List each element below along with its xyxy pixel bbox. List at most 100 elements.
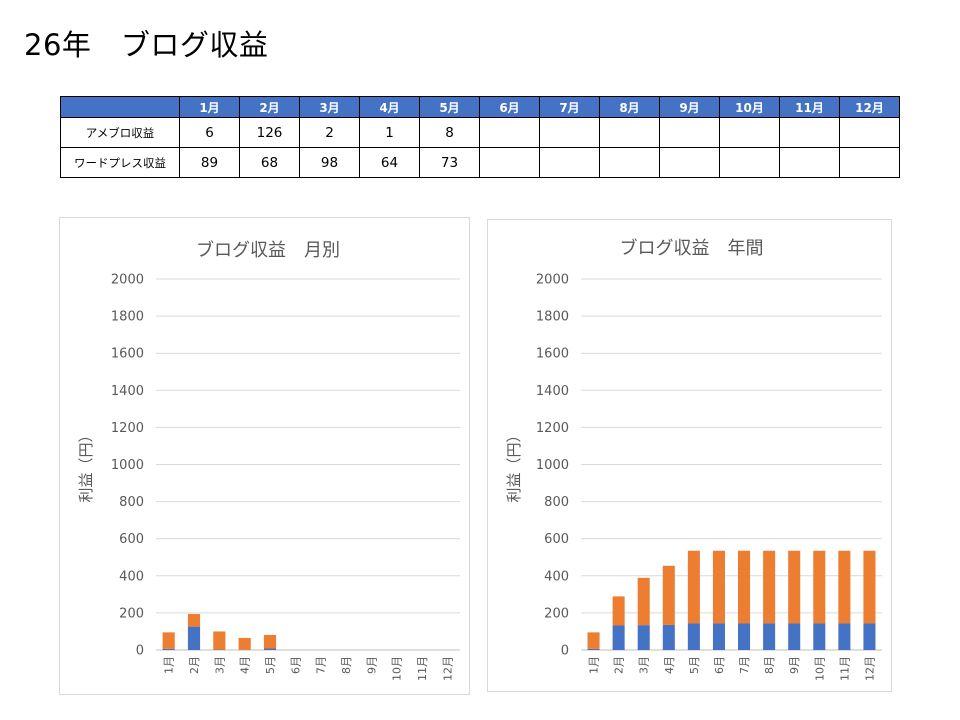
x-tick-label: 3月 [213, 656, 226, 674]
y-tick-label: 800 [544, 495, 569, 510]
table-corner-cell [60, 96, 180, 118]
column-header: 2月 [239, 96, 300, 118]
y-tick-label: 1000 [536, 458, 569, 473]
bar-segment [712, 550, 725, 624]
bar-segment [162, 648, 175, 650]
table-cell [839, 147, 900, 178]
table-cell: 8 [419, 117, 480, 148]
column-header: 7月 [539, 96, 600, 118]
column-header: 4月 [359, 96, 420, 118]
monthly-chart-panel: ブログ収益 月別 利益（円） 0 200 400 600 800 1000 1200 1400 16… [59, 217, 470, 695]
bar-segment [838, 550, 851, 624]
revenue-table: 1月 2月 3月 4月 5月 6月 7月 8月 9月 10月 11月 12月 ア… [60, 96, 900, 178]
table-cell: 89 [179, 147, 240, 178]
table-cell [659, 117, 720, 148]
table-cell: 2 [299, 117, 360, 148]
row-label: ワードプレス収益 [60, 147, 180, 178]
bar-segment [738, 623, 751, 650]
bar-segment [687, 623, 700, 650]
table-row: ワードプレス収益 89 68 98 64 73 [60, 147, 900, 178]
x-tick-label: 7月 [315, 656, 328, 674]
y-tick-label: 1200 [536, 421, 569, 436]
x-tick-label: 7月 [738, 656, 751, 674]
x-tick-label: 5月 [264, 656, 277, 674]
y-tick-label: 200 [119, 606, 144, 621]
x-tick-label: 3月 [638, 656, 651, 674]
table-header-row: 1月 2月 3月 4月 5月 6月 7月 8月 9月 10月 11月 12月 [60, 96, 900, 118]
bar-segment [763, 623, 776, 650]
y-tick-label: 1800 [536, 310, 569, 325]
column-header: 1月 [179, 96, 240, 118]
y-tick-label: 1600 [536, 347, 569, 362]
x-tick-label: 12月 [441, 656, 454, 681]
annual-chart-panel: ブログ収益 年間 利益（円） 0 200 400 600 800 1000 1200 1400 16… [487, 219, 892, 692]
table-cell [539, 117, 600, 148]
y-tick-label: 1400 [536, 384, 569, 399]
bar-segment [612, 625, 625, 650]
table-cell: 6 [179, 117, 240, 148]
y-tick-label: 0 [136, 644, 144, 659]
x-tick-label: 1月 [163, 656, 176, 674]
table-cell: 98 [299, 147, 360, 178]
x-tick-label: 6月 [713, 656, 726, 674]
table-cell: 1 [359, 117, 420, 148]
column-header: 11月 [779, 96, 840, 118]
table-cell [479, 147, 540, 178]
x-tick-label: 11月 [838, 656, 851, 681]
y-tick-label: 1200 [111, 421, 144, 436]
table-cell [599, 117, 660, 148]
bar-segment [738, 550, 751, 624]
bar-segment [662, 624, 675, 650]
bar-segment [187, 614, 201, 627]
y-tick-label: 1600 [111, 347, 144, 362]
bar-segment [863, 623, 876, 650]
table-cell [719, 117, 780, 148]
bar-segment [863, 550, 876, 624]
x-tick-label: 5月 [688, 656, 701, 674]
table-cell: 73 [419, 147, 480, 178]
y-axis-label: 利益（円） [77, 427, 95, 502]
column-header: 8月 [599, 96, 660, 118]
table-cell: 64 [359, 147, 420, 178]
y-tick-label: 200 [544, 606, 569, 621]
y-tick-label: 400 [544, 569, 569, 584]
table-cell: 68 [239, 147, 300, 178]
table-cell [779, 117, 840, 148]
chart-title: ブログ収益 月別 [196, 239, 340, 261]
y-tick-label: 2000 [536, 273, 569, 288]
y-tick-label: 0 [561, 644, 569, 659]
x-tick-label: 10月 [391, 656, 404, 681]
chart-title: ブログ収益 年間 [620, 237, 764, 259]
x-tick-label: 2月 [613, 656, 626, 674]
x-tick-label: 8月 [763, 656, 776, 674]
bar-segment [637, 577, 650, 626]
y-tick-label: 800 [119, 495, 144, 510]
x-tick-label: 12月 [863, 656, 876, 681]
x-tick-label: 4月 [663, 656, 676, 674]
column-header: 3月 [299, 96, 360, 118]
x-tick-label: 6月 [289, 656, 302, 674]
row-label: アメブロ収益 [60, 117, 180, 148]
y-tick-label: 600 [544, 532, 569, 547]
bar-segment [162, 632, 175, 649]
bar-segment [612, 596, 625, 626]
column-header: 10月 [719, 96, 780, 118]
y-tick-label: 1800 [111, 310, 144, 325]
bar-segment [712, 623, 725, 650]
table-cell [719, 147, 780, 178]
bar-segment [788, 623, 801, 650]
y-tick-label: 1000 [111, 458, 144, 473]
bar-segment [263, 648, 277, 650]
bar-segment [813, 623, 826, 650]
page-title: 26年 ブログ収益 [24, 28, 269, 62]
x-tick-label: 10月 [813, 656, 826, 681]
column-header: 6月 [479, 96, 540, 118]
y-tick-label: 2000 [111, 273, 144, 288]
table-cell [479, 117, 540, 148]
x-tick-label: 1月 [588, 656, 601, 674]
bar-segment [263, 634, 277, 649]
column-header: 5月 [419, 96, 480, 118]
bar-segment [187, 626, 201, 650]
